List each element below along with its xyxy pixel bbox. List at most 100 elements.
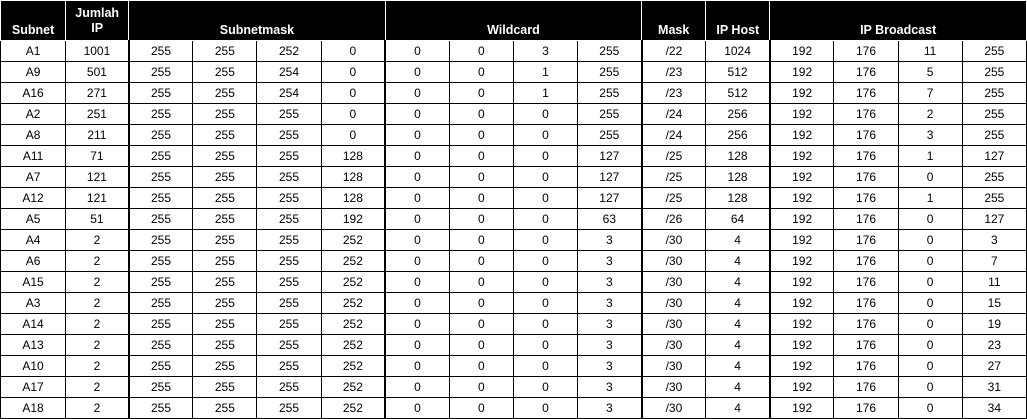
cell-broadcast-octet: 192 <box>768 61 835 83</box>
cell-mask: /22 <box>641 40 707 62</box>
cell-ip-host: 4 <box>705 397 771 419</box>
cell-broadcast-octet: 192 <box>768 271 835 293</box>
cell-wildcard-octet: 0 <box>512 124 579 146</box>
cell-subnetmask-octet: 255 <box>192 271 258 293</box>
cell-jumlah-ip: 2 <box>65 292 130 314</box>
table-row: A7 121 255 255 255 128 0 0 0 127/25 128 192 176 0 255 <box>0 166 1027 188</box>
cell-wildcard-octet: 3 <box>577 397 643 419</box>
cell-wildcard-octet: 0 <box>448 271 514 293</box>
cell-broadcast-octet: 255 <box>961 40 1027 62</box>
cell-mask: /24 <box>641 103 707 125</box>
cell-wildcard-octet: 0 <box>384 40 450 62</box>
header-row: Subnet Jumlah IP Subnetmask Wildcard Mask… <box>0 0 1027 41</box>
cell-jumlah-ip: 2 <box>65 313 130 335</box>
cell-subnetmask-octet: 255 <box>192 103 258 125</box>
cell-ip-host: 256 <box>705 124 771 146</box>
cell-wildcard-octet: 0 <box>512 166 579 188</box>
cell-wildcard-octet: 3 <box>577 376 643 398</box>
cell-ip-host: 4 <box>705 313 771 335</box>
cell-subnetmask-octet: 255 <box>127 145 194 167</box>
cell-wildcard-octet: 0 <box>448 61 514 83</box>
header-jumlah-line1: Jumlah <box>75 5 120 20</box>
cell-broadcast-octet: 255 <box>961 124 1027 146</box>
cell-broadcast-octet: 7 <box>961 250 1027 272</box>
cell-ip-host: 4 <box>705 355 771 377</box>
cell-broadcast-octet: 0 <box>897 397 963 419</box>
cell-subnetmask-octet: 252 <box>320 313 387 335</box>
cell-ip-host: 128 <box>705 166 771 188</box>
cell-ip-host: 128 <box>705 145 771 167</box>
table-row: A14 2 255 255 255 252 0 0 0 3/30 4 192 176 0 19 <box>0 313 1027 335</box>
cell-broadcast-octet: 192 <box>768 355 835 377</box>
cell-jumlah-ip: 121 <box>65 166 130 188</box>
cell-broadcast-octet: 0 <box>897 208 963 230</box>
cell-wildcard-octet: 0 <box>448 124 514 146</box>
cell-ip-host: 4 <box>705 334 771 356</box>
cell-wildcard-octet: 0 <box>384 397 450 419</box>
cell-jumlah-ip: 2 <box>65 355 130 377</box>
cell-broadcast-octet: 176 <box>833 82 899 104</box>
cell-wildcard-octet: 0 <box>384 82 450 104</box>
cell-subnetmask-octet: 252 <box>256 40 322 62</box>
header-wildcard: Wildcard <box>384 0 643 41</box>
cell-wildcard-octet: 0 <box>448 250 514 272</box>
table-row: A2 251 255 255 255 0 0 0 0 255/24 256 192 176 2 255 <box>0 103 1027 125</box>
cell-subnetmask-octet: 0 <box>320 40 387 62</box>
cell-subnet: A6 <box>0 250 67 272</box>
cell-subnetmask-octet: 252 <box>320 376 387 398</box>
cell-subnet: A16 <box>0 82 67 104</box>
cell-subnetmask-octet: 255 <box>192 124 258 146</box>
cell-subnetmask-octet: 252 <box>320 334 387 356</box>
cell-wildcard-octet: 0 <box>512 250 579 272</box>
cell-broadcast-octet: 176 <box>833 334 899 356</box>
cell-wildcard-octet: 3 <box>577 292 643 314</box>
cell-subnetmask-octet: 255 <box>256 334 322 356</box>
cell-mask: /30 <box>641 334 707 356</box>
cell-broadcast-octet: 176 <box>833 397 899 419</box>
table-row: A1 1001 255 255 252 0 0 0 3 255/22 1024 192 176 11 255 <box>0 40 1027 62</box>
cell-wildcard-octet: 127 <box>577 166 643 188</box>
cell-broadcast-octet: 176 <box>833 376 899 398</box>
cell-broadcast-octet: 192 <box>768 313 835 335</box>
cell-broadcast-octet: 176 <box>833 313 899 335</box>
cell-wildcard-octet: 0 <box>384 187 450 209</box>
cell-mask: /30 <box>641 313 707 335</box>
cell-subnetmask-octet: 255 <box>127 229 194 251</box>
cell-subnetmask-octet: 255 <box>127 355 194 377</box>
cell-wildcard-octet: 0 <box>384 145 450 167</box>
cell-mask: /30 <box>641 292 707 314</box>
cell-broadcast-octet: 176 <box>833 103 899 125</box>
cell-broadcast-octet: 176 <box>833 250 899 272</box>
cell-wildcard-octet: 255 <box>577 40 643 62</box>
cell-ip-host: 512 <box>705 61 771 83</box>
cell-broadcast-octet: 1 <box>897 187 963 209</box>
cell-broadcast-octet: 192 <box>768 229 835 251</box>
cell-subnetmask-octet: 255 <box>192 250 258 272</box>
table-row: A11 71 255 255 255 128 0 0 0 127/25 128 192 176 1 127 <box>0 145 1027 167</box>
cell-broadcast-octet: 255 <box>961 61 1027 83</box>
table-header: Subnet Jumlah IP Subnetmask Wildcard Mask… <box>0 0 1027 41</box>
cell-ip-host: 4 <box>705 271 771 293</box>
cell-mask: /30 <box>641 355 707 377</box>
cell-subnet: A4 <box>0 229 67 251</box>
cell-broadcast-octet: 176 <box>833 208 899 230</box>
cell-subnetmask-octet: 255 <box>127 271 194 293</box>
cell-subnetmask-octet: 255 <box>192 313 258 335</box>
cell-mask: /25 <box>641 166 707 188</box>
cell-subnetmask-octet: 255 <box>192 355 258 377</box>
cell-jumlah-ip: 2 <box>65 397 130 419</box>
header-subnetmask: Subnetmask <box>128 0 386 41</box>
cell-wildcard-octet: 0 <box>448 397 514 419</box>
cell-ip-host: 4 <box>705 229 771 251</box>
cell-wildcard-octet: 0 <box>448 292 514 314</box>
cell-broadcast-octet: 23 <box>961 334 1027 356</box>
cell-wildcard-octet: 0 <box>512 292 579 314</box>
cell-subnetmask-octet: 255 <box>256 145 322 167</box>
cell-wildcard-octet: 0 <box>384 334 450 356</box>
cell-wildcard-octet: 0 <box>448 313 514 335</box>
cell-wildcard-octet: 0 <box>384 250 450 272</box>
cell-wildcard-octet: 0 <box>384 208 450 230</box>
cell-wildcard-octet: 63 <box>577 208 643 230</box>
cell-wildcard-octet: 3 <box>577 229 643 251</box>
